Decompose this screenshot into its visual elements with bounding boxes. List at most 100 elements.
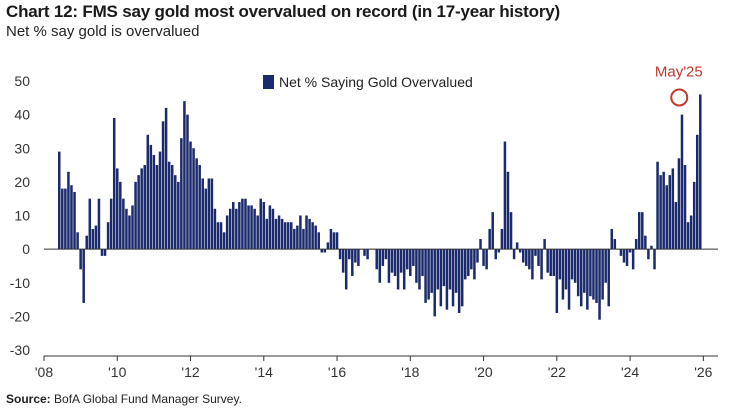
bar	[125, 208, 128, 250]
bar	[470, 249, 473, 270]
bar	[100, 249, 104, 256]
x-tick-label: '22	[548, 364, 566, 380]
bar	[522, 249, 525, 263]
y-tick-label: -20	[10, 308, 30, 324]
bar	[119, 181, 122, 250]
bar	[485, 249, 488, 270]
legend-swatch	[263, 75, 274, 89]
bar	[473, 249, 476, 280]
highlight-circle	[670, 88, 689, 107]
y-tick-label: 40	[14, 107, 30, 123]
bar	[326, 242, 330, 250]
bar	[274, 218, 278, 250]
bar	[659, 175, 662, 250]
bar	[576, 249, 580, 297]
bar	[540, 249, 543, 280]
bar	[70, 185, 73, 250]
bar	[241, 198, 244, 250]
bar	[384, 249, 388, 260]
bar	[497, 249, 501, 253]
bar	[573, 249, 577, 283]
bar	[457, 249, 461, 314]
bar	[619, 249, 623, 256]
bar	[686, 222, 690, 250]
bar	[598, 249, 601, 320]
bar	[653, 249, 656, 270]
bar	[552, 249, 556, 277]
bar	[235, 208, 238, 250]
y-tick-label: 30	[14, 140, 30, 156]
bar	[293, 228, 296, 250]
bar	[314, 225, 317, 250]
chart-title: Chart 12: FMS say gold most overvalued o…	[6, 2, 560, 21]
bar	[479, 239, 482, 250]
x-tick-label: '16	[328, 364, 346, 380]
bar	[219, 222, 223, 250]
bar	[418, 249, 421, 290]
bar	[348, 249, 351, 260]
bar	[680, 114, 684, 250]
bar	[64, 188, 67, 250]
bar	[265, 218, 269, 250]
bar	[525, 249, 528, 266]
bar	[253, 208, 256, 250]
bar	[198, 165, 201, 250]
bar	[332, 232, 336, 250]
bar	[174, 175, 177, 250]
bar	[192, 148, 195, 250]
bar	[375, 249, 378, 270]
bar	[180, 138, 183, 250]
bar	[406, 249, 409, 270]
bar	[503, 141, 507, 250]
bar	[506, 171, 510, 250]
bar	[280, 218, 284, 250]
bar	[344, 249, 348, 290]
bar	[158, 151, 162, 250]
bar	[531, 249, 534, 280]
bar	[378, 249, 382, 283]
bar	[73, 191, 76, 250]
bar	[201, 178, 204, 250]
bar	[634, 239, 638, 250]
bar	[387, 249, 391, 283]
bar	[259, 198, 262, 250]
bar	[58, 151, 61, 250]
bar	[189, 141, 192, 250]
bar	[232, 202, 235, 250]
bar	[186, 114, 189, 250]
bar	[106, 222, 110, 250]
bar	[302, 228, 305, 250]
bar	[583, 249, 586, 293]
bar	[628, 249, 632, 253]
bar	[216, 222, 220, 250]
bar	[109, 198, 113, 250]
bar	[396, 249, 400, 290]
bar	[482, 249, 485, 266]
bar	[668, 175, 672, 250]
x-tick-label: '08	[35, 364, 53, 380]
bar	[415, 249, 418, 283]
annotation-label: May'25	[655, 63, 703, 80]
bar	[85, 235, 88, 250]
bar	[641, 212, 644, 250]
bar	[692, 181, 696, 250]
bar	[290, 222, 293, 250]
bar	[152, 154, 156, 250]
bar	[146, 134, 150, 250]
bar	[518, 249, 522, 253]
bar	[674, 202, 678, 250]
legend-label: Net % Saying Gold Overvalued	[279, 74, 473, 90]
bar	[341, 249, 345, 273]
bar	[454, 249, 458, 293]
bar	[589, 249, 592, 297]
bar	[555, 249, 559, 314]
bar	[448, 249, 452, 290]
bar	[143, 165, 146, 250]
bar	[140, 168, 143, 250]
bar	[491, 212, 494, 250]
y-axis: 50 40 30 20 10 0 -10 -20 -30	[10, 73, 30, 358]
bar	[366, 249, 369, 260]
bar	[662, 171, 665, 250]
bar	[363, 249, 366, 256]
bar	[637, 212, 641, 250]
